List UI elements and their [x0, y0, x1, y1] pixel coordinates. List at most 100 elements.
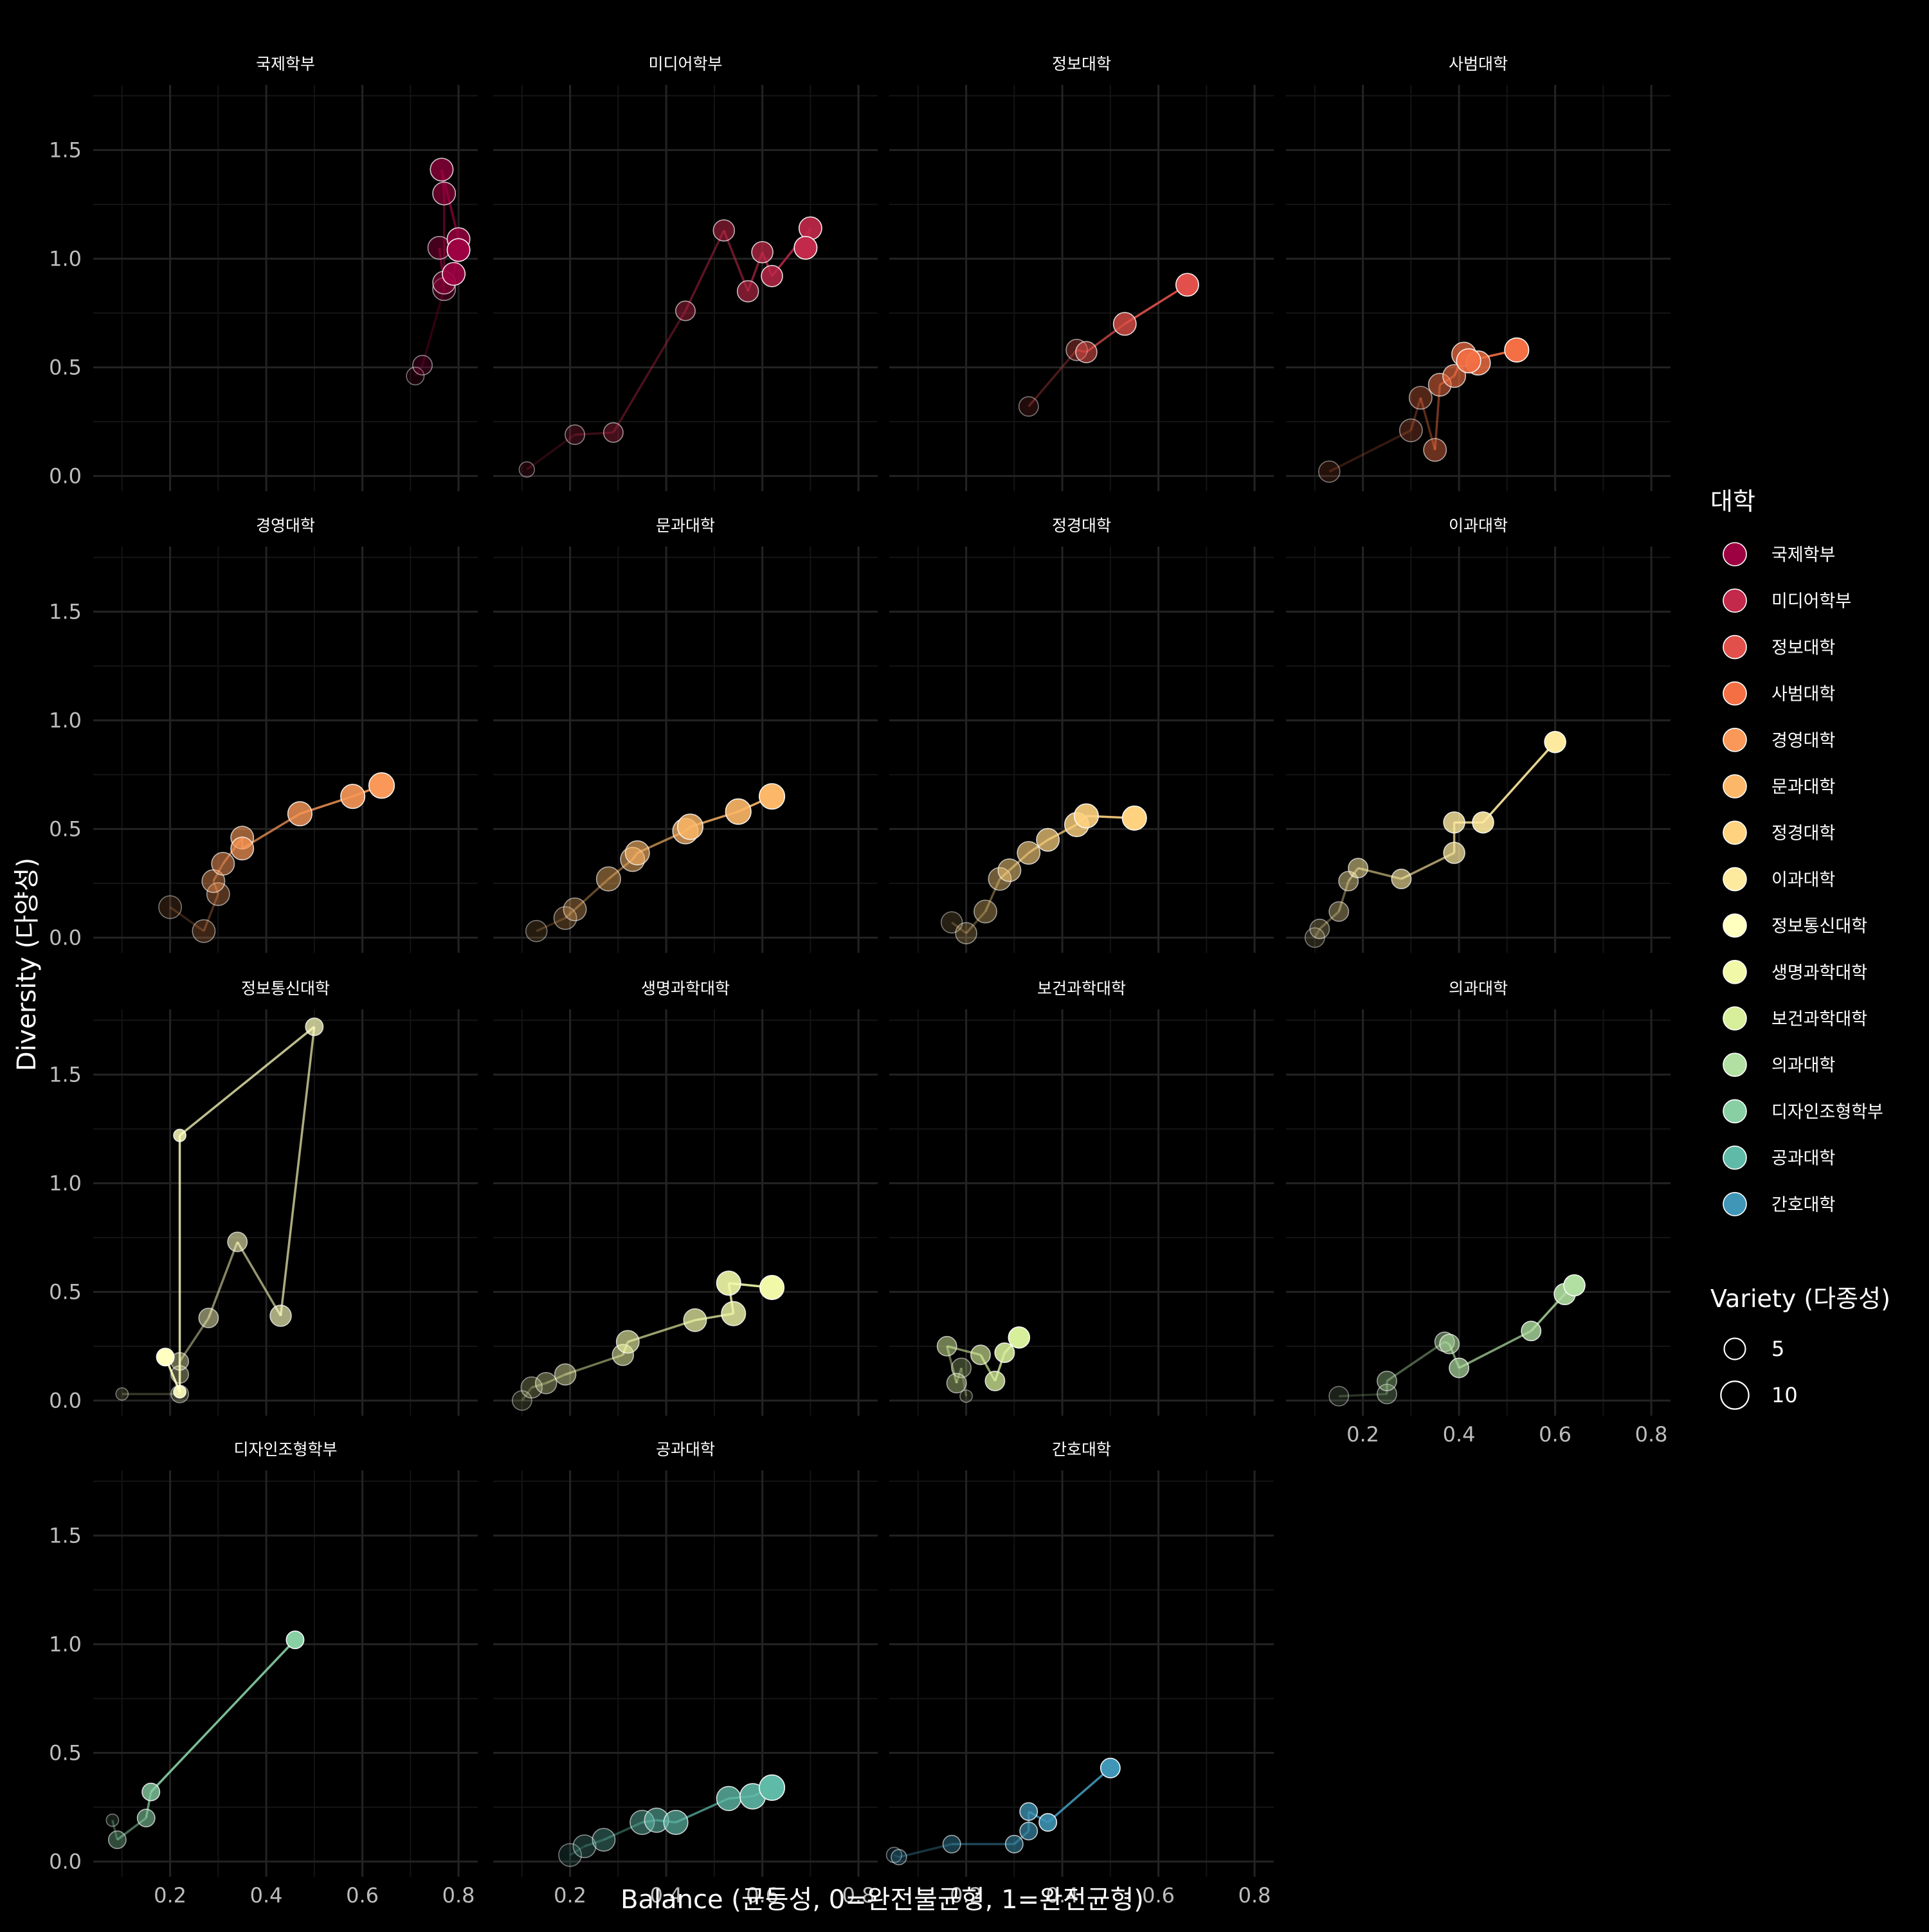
facet-panel: 디자인조형학부 0.0 0.5 1.0 1.5 0.2 0.4 0.6 0.8 — [49, 1440, 478, 1908]
data-point — [173, 1385, 186, 1399]
data-point — [192, 919, 216, 943]
data-point — [712, 219, 736, 242]
data-point — [1304, 927, 1325, 948]
facet-title: 보건과학대학 — [1037, 979, 1126, 998]
trajectory-segment — [893, 1854, 900, 1859]
data-point — [406, 366, 425, 386]
data-point — [1348, 858, 1369, 879]
x-tick-label: 0.2 — [554, 1883, 586, 1908]
legend-swatch — [1723, 1052, 1747, 1077]
data-point — [1019, 1802, 1038, 1821]
data-point — [751, 240, 774, 264]
data-point — [676, 813, 704, 840]
facet-panel: 간호대학 0.2 0.4 0.6 0.8 — [885, 1440, 1274, 1908]
data-point — [1563, 1274, 1586, 1297]
data-point — [158, 895, 183, 919]
size-legend-circle — [1723, 1337, 1746, 1360]
x-tick-label: 0.4 — [1046, 1883, 1079, 1908]
y-tick-label: 0.0 — [49, 464, 82, 488]
trajectory-segment — [1386, 1341, 1445, 1382]
facet-title: 문과대학 — [656, 516, 715, 535]
data-point — [511, 1390, 532, 1411]
data-point — [1377, 1370, 1397, 1391]
data-point — [595, 866, 621, 892]
trajectory-segment — [1314, 928, 1321, 939]
trajectory-segment — [1419, 397, 1436, 451]
data-point — [269, 1305, 292, 1327]
trajectory-segment — [684, 230, 725, 312]
data-point — [432, 181, 457, 206]
trajectory-segment — [150, 1639, 296, 1793]
data-point — [942, 1834, 961, 1854]
color-legend-title: 대학 — [1710, 487, 1755, 516]
data-point — [1504, 337, 1530, 363]
y-tick-label: 0.5 — [49, 1740, 82, 1765]
data-point — [1018, 396, 1039, 417]
legend-label: 정경대학 — [1771, 824, 1835, 844]
facet-panel: 국제학부 0.0 0.5 1.0 1.5 — [49, 55, 478, 491]
legend-label: 보건과학대학 — [1771, 1009, 1867, 1029]
data-point — [572, 1834, 597, 1859]
size-legend-title: Variety (다종성) — [1710, 1285, 1890, 1313]
x-tick-label: 0.6 — [746, 1883, 779, 1908]
data-point — [442, 262, 466, 286]
trajectory-segment — [1328, 429, 1412, 473]
legend-label: 의과대학 — [1771, 1056, 1835, 1076]
data-point — [984, 1370, 1006, 1391]
size-legend: Variety (다종성) 5 10 — [1710, 1285, 1890, 1410]
facet-panel: 생명과학대학 — [493, 979, 878, 1416]
y-tick-label: 0.5 — [49, 817, 82, 841]
trajectory-segment — [531, 1382, 547, 1389]
trajectory-segment — [584, 1838, 604, 1848]
y-tick-label: 1.0 — [49, 1171, 82, 1195]
data-point — [1472, 811, 1494, 834]
data-point — [141, 1782, 161, 1801]
legend-swatch — [1723, 820, 1747, 845]
legend-label: 생명과학대학 — [1771, 963, 1867, 983]
legend-label: 국제학부 — [1771, 545, 1835, 565]
trajectory-segment — [1409, 397, 1422, 431]
data-point — [156, 1348, 175, 1367]
data-point — [565, 424, 586, 446]
facet-panel: 이과대학 — [1286, 516, 1671, 953]
trajectory-segment — [984, 878, 1001, 912]
facet-title: 디자인조형학부 — [233, 1440, 337, 1459]
data-point — [368, 772, 395, 799]
legend-label: 정보대학 — [1771, 638, 1835, 658]
data-point — [1073, 803, 1100, 829]
data-point — [955, 922, 977, 944]
data-point — [412, 355, 433, 375]
data-point — [1328, 1386, 1350, 1407]
y-tick-label: 1.0 — [49, 708, 82, 732]
data-point — [615, 1330, 640, 1354]
data-point — [716, 1270, 741, 1296]
data-point — [761, 265, 783, 287]
data-point — [970, 1344, 991, 1366]
trajectory-segment — [414, 365, 424, 377]
size-legend-label: 10 — [1771, 1383, 1798, 1407]
data-point — [170, 1365, 190, 1384]
data-point — [758, 1774, 786, 1801]
legend-label: 미디어학부 — [1771, 591, 1851, 611]
trajectory-segment — [1319, 910, 1340, 930]
facet-title: 경영대학 — [256, 516, 315, 535]
data-point — [525, 919, 548, 943]
legend-label: 디자인조형학부 — [1771, 1102, 1883, 1122]
data-point — [592, 1828, 616, 1852]
legend-label: 정보통신대학 — [1771, 917, 1867, 937]
data-point — [793, 236, 818, 260]
data-point — [675, 300, 696, 321]
data-point — [940, 911, 963, 934]
data-point — [1309, 918, 1330, 939]
trajectory-segment — [612, 310, 687, 433]
trajectory-segment — [574, 878, 610, 910]
trajectory-segment — [603, 1821, 643, 1841]
x-tick-label: 0.6 — [1142, 1883, 1175, 1908]
data-point — [198, 1307, 219, 1328]
data-point — [227, 1231, 248, 1252]
facet-panel: 정경대학 — [889, 516, 1274, 953]
y-tick-label: 1.0 — [49, 1632, 82, 1656]
y-tick-label: 0.0 — [49, 1849, 82, 1873]
legend-swatch — [1723, 774, 1747, 799]
trajectory-segment — [207, 1241, 239, 1319]
